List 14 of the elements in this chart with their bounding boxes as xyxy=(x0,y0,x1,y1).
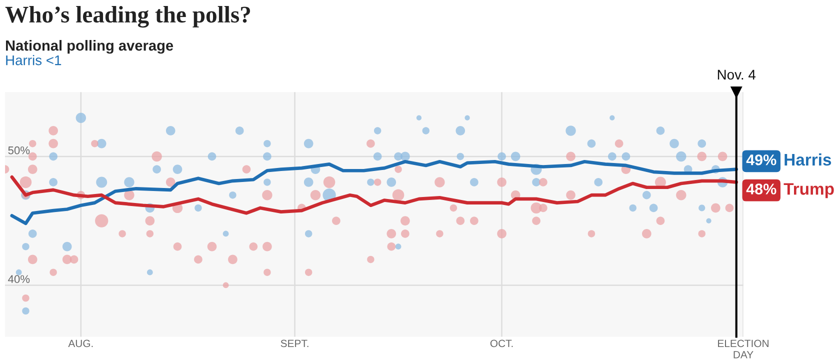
x-tick-label: ELECTION DAY xyxy=(718,340,768,358)
data-label: 48% xyxy=(746,184,776,194)
legend-label: Trump xyxy=(784,183,834,198)
x-tick-label: OCT. xyxy=(490,340,513,348)
chart-subtitle: National polling average xyxy=(6,40,174,54)
y-tick-label: 40% xyxy=(8,275,30,284)
y-tick-label: 50% xyxy=(8,146,30,154)
data-label: 49% xyxy=(746,154,776,166)
text: Harris <1 xyxy=(6,55,62,66)
legend-label: Harris xyxy=(784,153,832,166)
ref-line-label: Nov. 4 xyxy=(718,70,756,80)
chart-title: Who’s leading the polls? xyxy=(5,6,250,28)
x-tick-label: AUG. xyxy=(68,340,93,348)
x-tick-label: SEPT. xyxy=(280,340,308,348)
